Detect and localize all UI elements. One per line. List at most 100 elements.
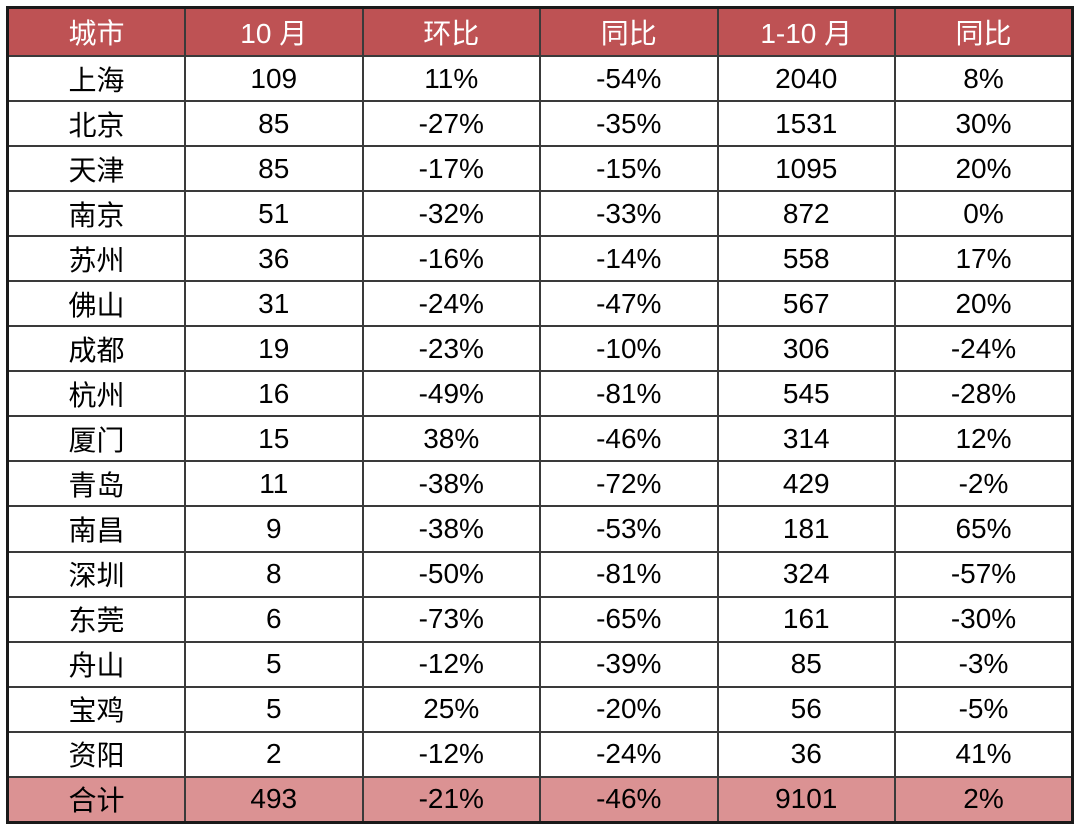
yoy-cell: -81% bbox=[539, 370, 719, 418]
jan-oct-yoy-cell: 20% bbox=[894, 280, 1074, 328]
yoy-cell: -54% bbox=[539, 54, 719, 103]
jan-oct-yoy-cell: 2% bbox=[894, 775, 1074, 824]
jan-oct-cell: 558 bbox=[716, 235, 896, 283]
yoy-cell: -72% bbox=[539, 460, 719, 508]
october-cell: 15 bbox=[184, 415, 364, 463]
yoy-cell: -46% bbox=[539, 415, 719, 463]
jan-oct-yoy-cell: -24% bbox=[894, 325, 1074, 373]
october-cell: 11 bbox=[184, 460, 364, 508]
jan-oct-yoy-cell: -2% bbox=[894, 460, 1074, 508]
jan-oct-yoy-cell: -30% bbox=[894, 595, 1074, 643]
mom-cell: -24% bbox=[361, 280, 541, 328]
october-cell: 2 bbox=[184, 730, 364, 778]
city-cell: 北京 bbox=[6, 100, 186, 148]
table-row: 天津 85 -17% -15% 1095 20% bbox=[6, 145, 1074, 193]
city-sales-table: 城市 10 月 环比 同比 1-10 月 同比 上海 109 11% -54% 2040… bbox=[6, 6, 1074, 824]
jan-oct-yoy-cell: 8% bbox=[894, 54, 1074, 103]
jan-oct-cell: 36 bbox=[716, 730, 896, 778]
city-cell: 合计 bbox=[6, 775, 186, 824]
october-cell: 16 bbox=[184, 370, 364, 418]
jan-oct-yoy-cell: 0% bbox=[894, 190, 1074, 238]
city-cell: 杭州 bbox=[6, 370, 186, 418]
jan-oct-cell: 56 bbox=[716, 685, 896, 733]
table-row: 佛山 31 -24% -47% 567 20% bbox=[6, 280, 1074, 328]
october-cell: 493 bbox=[184, 775, 364, 824]
header-cell-october: 10 月 bbox=[184, 6, 364, 57]
mom-cell: -73% bbox=[361, 595, 541, 643]
jan-oct-yoy-cell: -57% bbox=[894, 550, 1074, 598]
october-cell: 31 bbox=[184, 280, 364, 328]
jan-oct-yoy-cell: -5% bbox=[894, 685, 1074, 733]
table-row: 东莞 6 -73% -65% 161 -30% bbox=[6, 595, 1074, 643]
table-row: 成都 19 -23% -10% 306 -24% bbox=[6, 325, 1074, 373]
october-cell: 85 bbox=[184, 145, 364, 193]
table-row: 厦门 15 38% -46% 314 12% bbox=[6, 415, 1074, 463]
yoy-cell: -24% bbox=[539, 730, 719, 778]
city-cell: 南京 bbox=[6, 190, 186, 238]
yoy-cell: -10% bbox=[539, 325, 719, 373]
jan-oct-cell: 161 bbox=[716, 595, 896, 643]
october-cell: 19 bbox=[184, 325, 364, 373]
jan-oct-yoy-cell: 30% bbox=[894, 100, 1074, 148]
table-row: 资阳 2 -12% -24% 36 41% bbox=[6, 730, 1074, 778]
jan-oct-cell: 545 bbox=[716, 370, 896, 418]
october-cell: 9 bbox=[184, 505, 364, 553]
table-body: 上海 109 11% -54% 2040 8% 北京 85 -27% -35% 1531 30% 天津 8… bbox=[6, 54, 1074, 824]
jan-oct-cell: 306 bbox=[716, 325, 896, 373]
october-cell: 8 bbox=[184, 550, 364, 598]
jan-oct-cell: 872 bbox=[716, 190, 896, 238]
header-cell-jan-oct: 1-10 月 bbox=[716, 6, 896, 57]
table-row: 南京 51 -32% -33% 872 0% bbox=[6, 190, 1074, 238]
yoy-cell: -65% bbox=[539, 595, 719, 643]
city-cell: 深圳 bbox=[6, 550, 186, 598]
jan-oct-cell: 1095 bbox=[716, 145, 896, 193]
city-cell: 厦门 bbox=[6, 415, 186, 463]
table-row: 宝鸡 5 25% -20% 56 -5% bbox=[6, 685, 1074, 733]
yoy-cell: -14% bbox=[539, 235, 719, 283]
jan-oct-cell: 9101 bbox=[716, 775, 896, 824]
city-cell: 舟山 bbox=[6, 640, 186, 688]
mom-cell: -50% bbox=[361, 550, 541, 598]
yoy-cell: -15% bbox=[539, 145, 719, 193]
yoy-cell: -53% bbox=[539, 505, 719, 553]
city-cell: 青岛 bbox=[6, 460, 186, 508]
october-cell: 36 bbox=[184, 235, 364, 283]
header-cell-mom: 环比 bbox=[361, 6, 541, 57]
table-row: 青岛 11 -38% -72% 429 -2% bbox=[6, 460, 1074, 508]
mom-cell: 25% bbox=[361, 685, 541, 733]
yoy-cell: -47% bbox=[539, 280, 719, 328]
october-cell: 5 bbox=[184, 685, 364, 733]
jan-oct-cell: 181 bbox=[716, 505, 896, 553]
yoy-cell: -33% bbox=[539, 190, 719, 238]
header-cell-jan-oct-yoy: 同比 bbox=[894, 6, 1074, 57]
jan-oct-yoy-cell: 12% bbox=[894, 415, 1074, 463]
jan-oct-yoy-cell: 20% bbox=[894, 145, 1074, 193]
city-cell: 苏州 bbox=[6, 235, 186, 283]
mom-cell: -16% bbox=[361, 235, 541, 283]
total-row: 合计 493 -21% -46% 9101 2% bbox=[6, 775, 1074, 824]
jan-oct-cell: 314 bbox=[716, 415, 896, 463]
jan-oct-cell: 2040 bbox=[716, 54, 896, 103]
table-row: 南昌 9 -38% -53% 181 65% bbox=[6, 505, 1074, 553]
yoy-cell: -39% bbox=[539, 640, 719, 688]
jan-oct-yoy-cell: 17% bbox=[894, 235, 1074, 283]
table-row: 上海 109 11% -54% 2040 8% bbox=[6, 54, 1074, 103]
header-row: 城市 10 月 环比 同比 1-10 月 同比 bbox=[6, 6, 1074, 57]
mom-cell: -38% bbox=[361, 460, 541, 508]
city-cell: 南昌 bbox=[6, 505, 186, 553]
mom-cell: -21% bbox=[361, 775, 541, 824]
mom-cell: -23% bbox=[361, 325, 541, 373]
jan-oct-cell: 1531 bbox=[716, 100, 896, 148]
city-cell: 东莞 bbox=[6, 595, 186, 643]
october-cell: 51 bbox=[184, 190, 364, 238]
table-row: 舟山 5 -12% -39% 85 -3% bbox=[6, 640, 1074, 688]
table-row: 苏州 36 -16% -14% 558 17% bbox=[6, 235, 1074, 283]
mom-cell: -38% bbox=[361, 505, 541, 553]
jan-oct-cell: 85 bbox=[716, 640, 896, 688]
mom-cell: -27% bbox=[361, 100, 541, 148]
city-cell: 成都 bbox=[6, 325, 186, 373]
mom-cell: -12% bbox=[361, 730, 541, 778]
city-cell: 天津 bbox=[6, 145, 186, 193]
header-cell-city: 城市 bbox=[6, 6, 186, 57]
